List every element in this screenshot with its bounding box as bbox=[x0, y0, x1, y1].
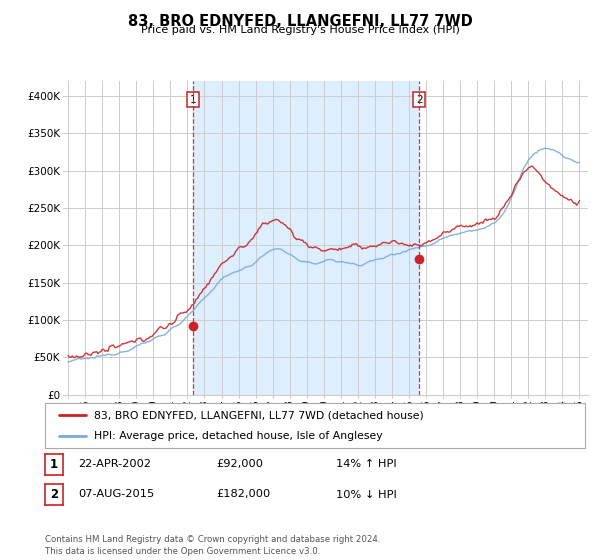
Text: 22-APR-2002: 22-APR-2002 bbox=[78, 459, 151, 469]
Text: 83, BRO EDNYFED, LLANGEFNI, LL77 7WD: 83, BRO EDNYFED, LLANGEFNI, LL77 7WD bbox=[128, 14, 472, 29]
Text: 83, BRO EDNYFED, LLANGEFNI, LL77 7WD (detached house): 83, BRO EDNYFED, LLANGEFNI, LL77 7WD (de… bbox=[94, 410, 424, 421]
Text: HPI: Average price, detached house, Isle of Anglesey: HPI: Average price, detached house, Isle… bbox=[94, 431, 382, 441]
Text: 10% ↓ HPI: 10% ↓ HPI bbox=[336, 489, 397, 500]
Text: 2: 2 bbox=[50, 488, 58, 501]
Text: 14% ↑ HPI: 14% ↑ HPI bbox=[336, 459, 397, 469]
Text: 1: 1 bbox=[190, 95, 196, 105]
Text: 1: 1 bbox=[50, 458, 58, 471]
Text: Contains HM Land Registry data © Crown copyright and database right 2024.
This d: Contains HM Land Registry data © Crown c… bbox=[45, 535, 380, 556]
Text: Price paid vs. HM Land Registry's House Price Index (HPI): Price paid vs. HM Land Registry's House … bbox=[140, 25, 460, 35]
Text: 2: 2 bbox=[416, 95, 422, 105]
Text: £182,000: £182,000 bbox=[216, 489, 270, 500]
Text: 07-AUG-2015: 07-AUG-2015 bbox=[78, 489, 154, 500]
Bar bbox=[193, 81, 419, 395]
Text: £92,000: £92,000 bbox=[216, 459, 263, 469]
